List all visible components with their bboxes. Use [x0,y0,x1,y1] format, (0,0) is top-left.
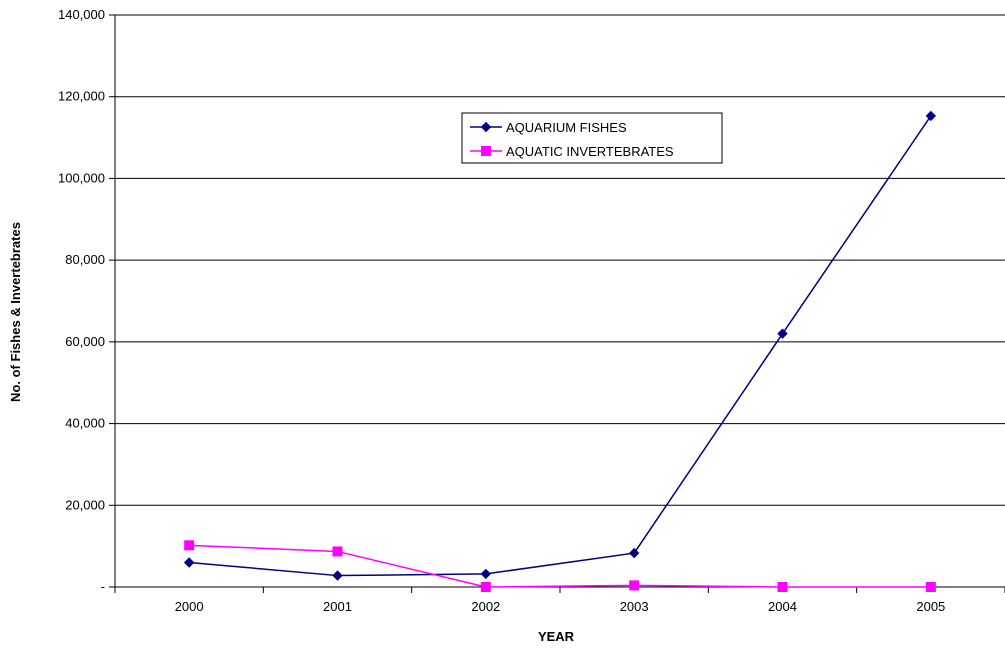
data-point [332,546,343,557]
y-tick-label: 120,000 [58,89,105,104]
series-2 [184,540,936,592]
y-tick-label: - [101,579,105,594]
y-tick-label: 20,000 [65,497,105,512]
x-tick-labels: 2000 2001 2002 2003 2004 2005 [175,599,946,614]
series-layer [183,110,937,592]
y-axis-title: No. of Fishes & Invertebrates [8,222,23,402]
axes [109,14,1005,593]
y-tick-labels: - 20,000 40,000 60,000 80,000 100,000 120,000 1… [58,7,105,594]
y-tick-label: 60,000 [65,334,105,349]
data-point [777,582,788,592]
y-tick-label: 140,000 [58,7,105,22]
legend-marker [481,146,491,156]
legend-box [461,112,723,164]
data-point [777,328,788,339]
x-tick-label: 2002 [471,599,500,614]
data-point [332,570,343,581]
series-line [189,115,932,577]
y-tick-label: 80,000 [65,252,105,267]
legend: AQUARIUM FISHES AQUATIC INVERTEBRATES [461,112,723,164]
y-tick-label: 100,000 [58,170,105,185]
legend-marker [480,121,492,133]
x-tick-label: 2003 [620,599,649,614]
data-point [629,580,640,591]
y-tick-label: 40,000 [65,416,105,431]
data-point [925,582,936,592]
data-point [628,547,640,559]
data-point [183,557,195,568]
series-line [189,544,931,588]
series-1 [183,110,937,581]
x-tick-label: 2001 [323,599,352,614]
gridlines [115,14,1005,506]
data-point [480,582,491,592]
data-point [184,540,195,551]
legend-label: AQUATIC INVERTEBRATES [506,144,674,159]
x-tick-label: 2000 [175,599,204,614]
data-point [925,110,937,122]
legend-label: AQUARIUM FISHES [506,120,627,135]
data-point [480,568,492,580]
x-tick-label: 2004 [768,599,797,614]
x-axis-title: YEAR [538,629,575,644]
x-tick-label: 2005 [916,599,945,614]
